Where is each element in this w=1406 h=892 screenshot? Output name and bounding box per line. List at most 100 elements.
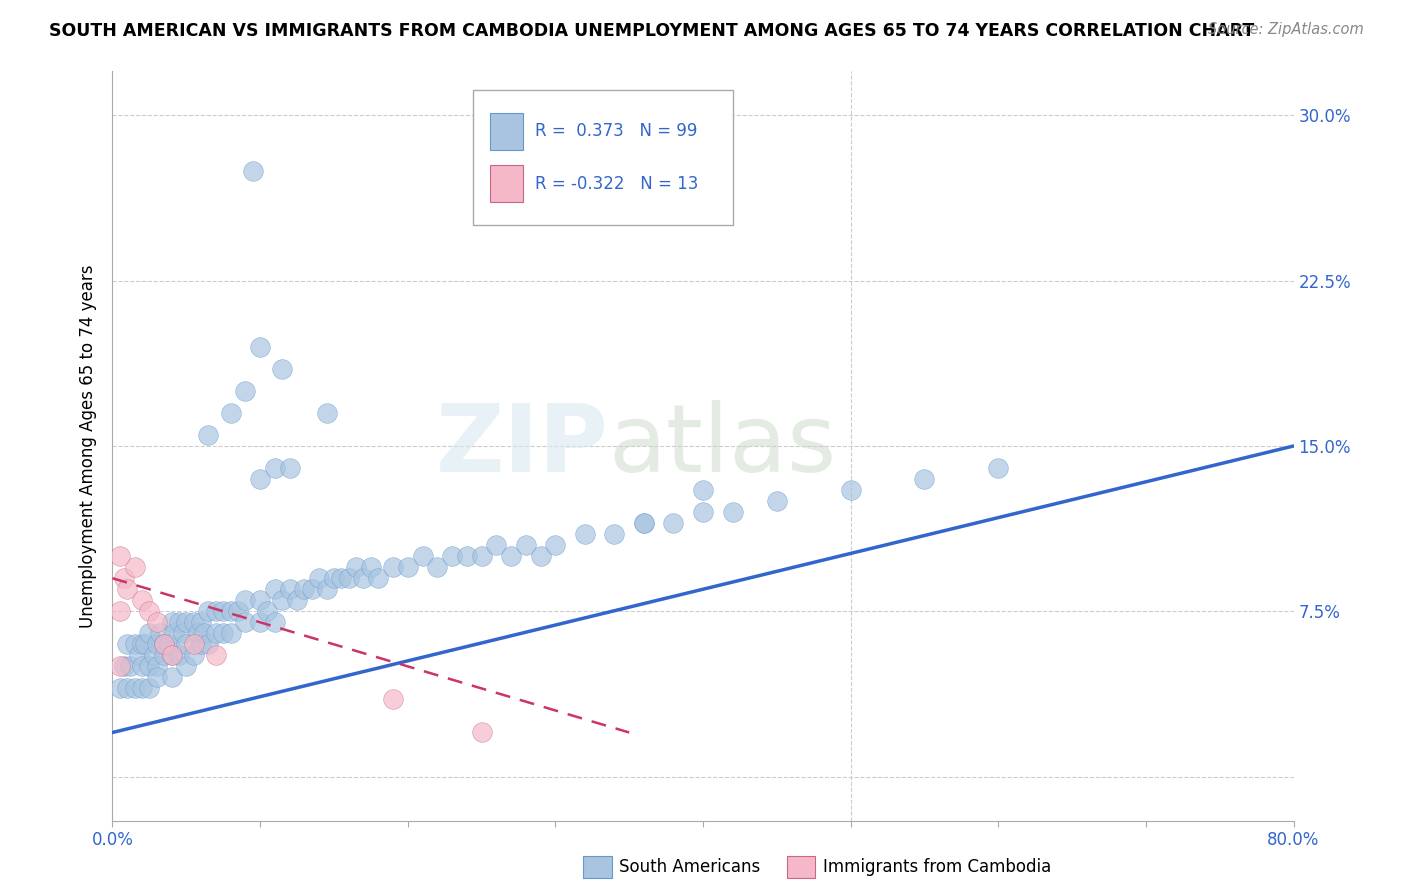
- Point: [160, 648, 183, 663]
- Point: [271, 362, 294, 376]
- Point: [153, 648, 176, 663]
- Point: [219, 626, 242, 640]
- Point: [256, 604, 278, 618]
- Point: [544, 538, 567, 552]
- Point: [183, 648, 205, 663]
- Point: [146, 615, 169, 630]
- Point: [160, 648, 183, 663]
- Point: [160, 615, 183, 630]
- Point: [219, 406, 242, 420]
- Point: [174, 637, 197, 651]
- Point: [108, 549, 131, 564]
- Point: [315, 582, 337, 597]
- Point: [108, 604, 131, 618]
- Point: [205, 604, 228, 618]
- Text: R = -0.322   N = 13: R = -0.322 N = 13: [536, 175, 699, 193]
- Point: [301, 582, 323, 597]
- Point: [117, 681, 138, 696]
- Point: [485, 538, 508, 552]
- Point: [382, 560, 405, 574]
- Point: [249, 340, 271, 354]
- Point: [197, 428, 219, 442]
- Point: [233, 384, 256, 398]
- Point: [315, 406, 337, 420]
- Point: [112, 571, 135, 585]
- Point: [160, 670, 183, 684]
- Point: [183, 615, 205, 630]
- Point: [146, 670, 169, 684]
- Point: [456, 549, 478, 564]
- Point: [470, 549, 494, 564]
- Text: Immigrants from Cambodia: Immigrants from Cambodia: [823, 858, 1050, 876]
- Point: [205, 648, 228, 663]
- Point: [117, 582, 138, 597]
- Text: South Americans: South Americans: [619, 858, 759, 876]
- Point: [323, 571, 346, 585]
- Point: [529, 549, 551, 564]
- Point: [131, 637, 153, 651]
- Point: [197, 604, 219, 618]
- Point: [242, 163, 264, 178]
- Point: [233, 593, 256, 607]
- Point: [138, 626, 160, 640]
- Point: [142, 648, 165, 663]
- Point: [249, 615, 271, 630]
- Point: [987, 461, 1010, 475]
- Point: [249, 472, 271, 486]
- Point: [108, 681, 131, 696]
- Point: [352, 571, 374, 585]
- Point: [271, 593, 294, 607]
- Point: [839, 483, 862, 497]
- Point: [163, 626, 186, 640]
- Text: atlas: atlas: [609, 400, 837, 492]
- FancyBboxPatch shape: [472, 90, 733, 225]
- Point: [344, 560, 367, 574]
- Point: [138, 659, 160, 673]
- Point: [264, 461, 287, 475]
- Point: [278, 461, 301, 475]
- Point: [146, 659, 169, 673]
- Point: [330, 571, 353, 585]
- Point: [692, 483, 714, 497]
- Point: [212, 626, 235, 640]
- Point: [337, 571, 360, 585]
- Point: [470, 725, 494, 739]
- Point: [149, 626, 172, 640]
- Text: R =  0.373   N = 99: R = 0.373 N = 99: [536, 122, 697, 140]
- Y-axis label: Unemployment Among Ages 65 to 74 years: Unemployment Among Ages 65 to 74 years: [79, 264, 97, 628]
- Point: [574, 527, 596, 541]
- Point: [226, 604, 249, 618]
- Point: [441, 549, 464, 564]
- Point: [278, 582, 301, 597]
- Point: [914, 472, 936, 486]
- Point: [426, 560, 449, 574]
- Point: [603, 527, 626, 541]
- Point: [172, 626, 194, 640]
- Point: [167, 648, 190, 663]
- Point: [411, 549, 433, 564]
- Point: [138, 681, 160, 696]
- Point: [721, 505, 744, 519]
- Text: ZIP: ZIP: [436, 400, 609, 492]
- FancyBboxPatch shape: [491, 165, 523, 202]
- Point: [308, 571, 330, 585]
- Point: [134, 637, 156, 651]
- Point: [153, 637, 176, 651]
- Point: [117, 637, 138, 651]
- Point: [219, 604, 242, 618]
- Point: [633, 516, 655, 530]
- Point: [264, 582, 287, 597]
- FancyBboxPatch shape: [491, 112, 523, 150]
- Point: [131, 681, 153, 696]
- Point: [124, 560, 146, 574]
- Point: [501, 549, 523, 564]
- Text: Source: ZipAtlas.com: Source: ZipAtlas.com: [1208, 22, 1364, 37]
- Point: [766, 494, 789, 508]
- Point: [190, 615, 212, 630]
- Point: [396, 560, 419, 574]
- Point: [187, 626, 209, 640]
- Point: [197, 637, 219, 651]
- Point: [382, 692, 405, 706]
- Text: SOUTH AMERICAN VS IMMIGRANTS FROM CAMBODIA UNEMPLOYMENT AMONG AGES 65 TO 74 YEAR: SOUTH AMERICAN VS IMMIGRANTS FROM CAMBOD…: [49, 22, 1254, 40]
- Point: [138, 604, 160, 618]
